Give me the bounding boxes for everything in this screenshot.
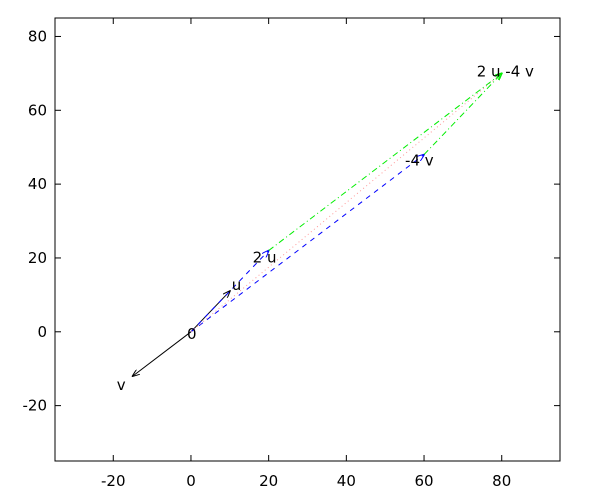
x-tick-label: -20 xyxy=(101,472,126,490)
vector-segment xyxy=(190,291,230,333)
point-label: 0 xyxy=(187,325,197,343)
vector-segment xyxy=(190,251,269,333)
x-tick-label: 20 xyxy=(259,472,278,490)
y-tick-label: 60 xyxy=(28,101,47,119)
point-label: -4 v xyxy=(405,152,434,170)
plot-frame xyxy=(54,17,561,462)
point-label: 2 u xyxy=(253,249,277,267)
point-label: u xyxy=(232,276,242,294)
y-tick-label: 20 xyxy=(28,249,47,267)
point-label: v xyxy=(117,376,126,394)
x-tick-label: 40 xyxy=(337,472,356,490)
y-tick-label: -20 xyxy=(23,397,48,415)
vector-segment xyxy=(190,72,503,333)
x-tick-label: 80 xyxy=(492,472,511,490)
vector-segment xyxy=(133,331,192,376)
x-tick-label: 60 xyxy=(414,472,433,490)
vector-segment xyxy=(190,155,424,333)
point-label: 2 u -4 v xyxy=(477,62,534,80)
y-tick-label: 0 xyxy=(37,323,47,341)
vector-segment xyxy=(268,73,502,251)
vector-segment xyxy=(423,73,502,155)
x-tick-label: 0 xyxy=(186,472,196,490)
y-tick-label: 40 xyxy=(28,175,47,193)
y-tick-label: 80 xyxy=(28,27,47,45)
